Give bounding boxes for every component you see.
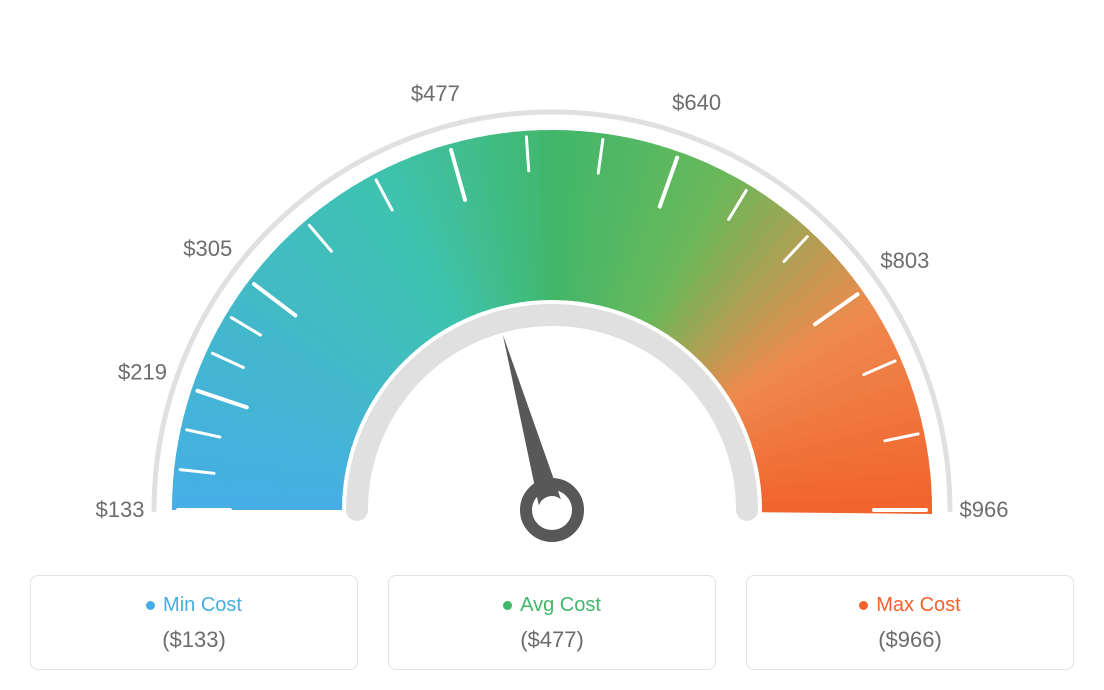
legend-card-min: Min Cost ($133) [30,575,358,670]
legend-dot-min [146,601,155,610]
legend-row: Min Cost ($133) Avg Cost ($477) Max Cost… [0,575,1104,670]
svg-text:$219: $219 [118,359,167,384]
legend-card-avg: Avg Cost ($477) [388,575,716,670]
legend-title-max: Max Cost [859,594,960,617]
legend-card-max: Max Cost ($966) [746,575,1074,670]
gauge-svg: $133 $219 $305 $477 $640 $803 $966 [0,0,1104,560]
legend-label-min: Min Cost [163,594,242,617]
legend-value-min: ($133) [41,627,347,653]
legend-label-avg: Avg Cost [520,594,601,617]
svg-text:$133: $133 [96,497,145,522]
legend-dot-max [859,601,868,610]
legend-title-min: Min Cost [146,594,242,617]
legend-title-avg: Avg Cost [503,594,601,617]
legend-value-max: ($966) [757,627,1063,653]
legend-dot-avg [503,601,512,610]
legend-label-max: Max Cost [876,594,960,617]
svg-text:$966: $966 [960,497,1009,522]
svg-text:$305: $305 [183,236,232,261]
svg-text:$640: $640 [672,90,721,115]
legend-value-avg: ($477) [399,627,705,653]
svg-text:$477: $477 [411,81,460,106]
gauge-chart: $133 $219 $305 $477 $640 $803 $966 [0,0,1104,560]
svg-text:$803: $803 [880,248,929,273]
